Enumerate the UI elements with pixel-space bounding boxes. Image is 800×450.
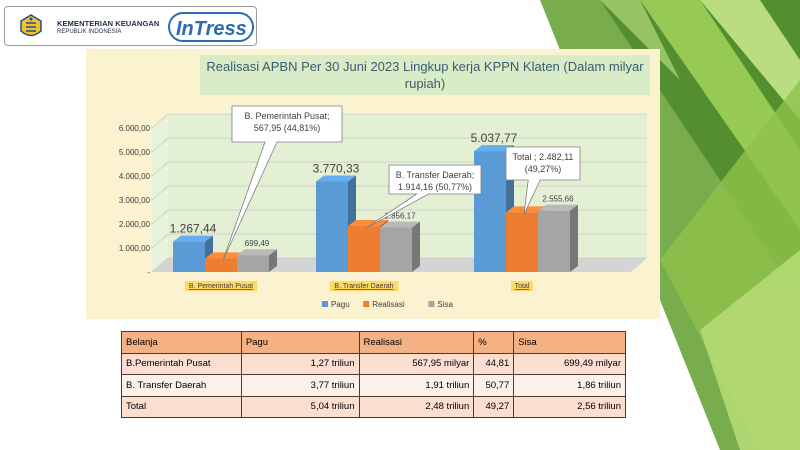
y-tick-label: 3.000,00 [119,196,151,205]
table-header-cell: Pagu [240,331,360,354]
chart-title: Realisasi APBN Per 30 Juni 2023 Lingkup … [200,58,650,92]
bar [173,241,205,272]
callout-text: (49,27%) [525,164,562,174]
bar [316,181,348,272]
org-subtitle: REPUBLIK INDONESIA [57,29,122,35]
table-header-cell: Belanja [121,331,242,354]
table-cell: 2,48 triliun [358,395,475,418]
bar-chart: - 1.000,00 2.000,00 3.000,00 4.000,00 5.000,0… [119,105,647,309]
table-row: B. Transfer Daerah 3,77 triliun 1,91 trili… [121,374,626,397]
table-header-cell: Sisa [513,331,626,354]
gridline [151,137,647,153]
callout-text: Total ; 2.482,11 [513,152,574,162]
y-tick-label: 4.000,00 [119,172,151,181]
x-label-highlight [329,281,399,291]
table-header-row: Belanja Pagu Realisasi% Sisa [121,331,626,354]
legend-label: Sisa [437,300,453,309]
bar-top [237,249,277,256]
bar [506,212,538,272]
bar-top [474,145,514,152]
x-label-highlight [184,281,258,291]
x-category-label: B. Transfer Daerah [334,283,393,290]
table-cell: 5,04 triliun [240,395,360,418]
chart-title-line-1: Realisasi APBN Per 30 Juni 2023 Lingkup … [206,59,644,74]
legend-swatch [363,301,370,307]
data-label: 3.770,33 [313,162,360,176]
intress-logo: InTress [168,12,254,42]
bar-side [269,249,277,272]
bar-top [380,221,420,228]
table-cell: Total [121,395,242,418]
bar-top [316,175,356,182]
table-header-cell: % [473,331,515,354]
callout-box [365,164,482,229]
table-cell: 1,27 triliun [240,352,360,375]
legend-swatch [322,301,328,307]
table-cell: 44,81 [473,352,515,375]
table-cell: 1,86 triliun [513,374,626,397]
bar-top [173,235,213,242]
bar-side [412,221,420,272]
data-label: 1.856,17 [384,211,416,220]
table-row: B.Pemerintah Pusat 1,27 triliun 567,95 mil… [121,352,626,375]
org-name: KEMENTERIAN KEUANGAN [57,19,160,28]
legend-label: Pagu [331,300,350,309]
x-category-label: Total [515,283,530,290]
intress-logo-text: InTress [176,18,247,40]
y-tick-label: - [147,268,150,277]
table-cell: 50,77 [473,374,515,397]
callout-text: B. Pemerintah Pusat; [244,111,329,121]
bar [237,255,269,272]
table-cell: 2,56 triliun [513,395,626,418]
bar [348,226,380,272]
table-cell: 49,27 [473,395,515,418]
bar-top [538,204,578,211]
chart-area: - 1.000,00 2.000,00 3.000,00 4.000,00 5.000,0… [86,49,660,319]
y-tick-label: 6.000,00 [119,124,151,133]
gridline [151,113,647,129]
table-cell: 1,91 triliun [358,374,475,397]
table-cell: 699,49 milyar [513,352,626,375]
legend-label: Realisasi [372,300,405,309]
x-category-label: B. Pemerintah Pusat [189,283,253,290]
header-logo-box: KEMENTERIAN KEUANGAN REPUBLIK INDONESIA … [4,6,257,46]
x-label-highlight [511,281,533,291]
y-tick-label: 2.000,00 [119,220,151,229]
y-tick-label: 5.000,00 [119,148,151,157]
table-cell: B. Transfer Daerah [121,374,242,397]
y-tick-label: 1.000,00 [119,244,151,253]
table-cell: B.Pemerintah Pusat [121,352,242,375]
realisasi-table: Belanja Pagu Realisasi% Sisa B.Pemerintah Pu… [121,331,626,418]
data-label: 2.555,66 [542,195,574,204]
chart-title-box: Realisasi APBN Per 30 Juni 2023 Lingkup … [200,55,650,95]
table-header-cell: Realisasi [358,331,475,354]
bar [538,210,570,272]
chart-title-line-2: rupiah) [404,76,446,91]
table-row: Total 5,04 triliun 2,48 triliun 49,27 2,56 t… [121,395,626,418]
bar-side [570,204,578,272]
data-label: 699,49 [245,239,270,248]
callout-text: B. Transfer Daerah; [396,170,475,180]
table-cell: 567,95 milyar [358,352,475,375]
legend-swatch [428,301,435,307]
data-label: 5.037,77 [471,131,518,145]
bar [380,227,412,272]
callout-text: 1.914,16 (50,77%) [398,182,472,192]
data-label: 1.267,44 [170,222,217,236]
callout-box [505,146,581,215]
table-cell: 3,77 triliun [240,374,360,397]
bar [205,258,237,272]
kemenkeu-emblem-icon [20,14,42,37]
callout-text: 567,95 (44,81%) [254,123,321,133]
callout-box [222,105,343,261]
